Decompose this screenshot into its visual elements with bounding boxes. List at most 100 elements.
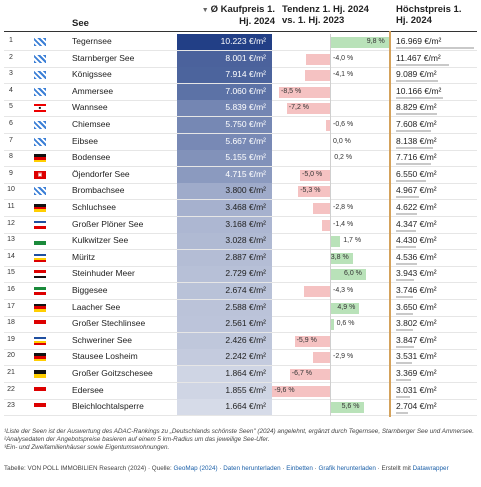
kaufpreis-value: 10.223 €/m²: [220, 36, 266, 46]
kaufpreis-value: 2.561 €/m²: [225, 318, 266, 329]
table-row: 12 Großer Plöner See 3.168 €/m² -1,4 % 4.347…: [0, 216, 481, 234]
tendenz-label: 0,2 %: [334, 154, 353, 162]
source-link[interactable]: GeoMap (2024): [173, 465, 218, 472]
brandenburg-flag-icon: [34, 403, 46, 412]
hoechstpreis-value: 4.622 €/m²: [396, 202, 437, 212]
hoechstpreis-value: 4.347 €/m²: [396, 218, 437, 229]
hoechstpreis-value: 7.716 €/m²: [396, 152, 437, 163]
row-separator: [4, 166, 477, 168]
tendenz-bar: [279, 86, 330, 98]
header-rule: [4, 31, 477, 32]
rank-cell: 13: [7, 236, 15, 244]
table-row: 18 Großer Stechlinsee 2.561 €/m² 0,6 % 3.802…: [0, 316, 481, 334]
embed-link[interactable]: Einbetten: [286, 465, 313, 472]
kaufpreis-value: 5.839 €/m²: [225, 102, 266, 113]
hoechstpreis-bar: [396, 213, 418, 215]
hoechstpreis-value: 7.608 €/m²: [396, 119, 437, 129]
kaufpreis-value: 1.664 €/m²: [225, 401, 266, 412]
row-separator: [4, 265, 477, 267]
table-row: 14 Müritz 2.887 €/m² 3,8 % 4.536 €/m²: [0, 249, 481, 267]
tendenz-bar: [304, 286, 330, 297]
hoechstpreis-value: 4.430 €/m²: [396, 235, 437, 246]
see-name-cell: Wannsee: [72, 102, 108, 113]
kaufpreis-value: 7.914 €/m²: [225, 69, 266, 80]
kaufpreis-value: 3.468 €/m²: [225, 202, 266, 212]
row-separator: [4, 116, 477, 118]
kaufpreis-value: 3.800 €/m²: [225, 185, 266, 196]
header-hoechstpreis: Höchstpreis 1. Hj. 2024: [396, 4, 462, 26]
rank-cell: 23: [7, 402, 15, 410]
see-name-cell: Starnberger See: [72, 52, 135, 63]
tendenz-label: 6,0 %: [344, 270, 362, 278]
row-separator: [4, 415, 477, 417]
table-row: 15 Steinhuder Meer 2.729 €/m² 6,0 % 3.943 €/…: [0, 266, 481, 284]
hoechstpreis-bar: [396, 196, 419, 199]
tendenz-bar: [300, 169, 330, 181]
kaufpreis-value: 3.028 €/m²: [225, 235, 266, 246]
header-kaufpreis[interactable]: ▼ Ø Kaufpreis 1. Hj. 2024: [190, 4, 275, 27]
footnote-2: ²Analysedaten der Angebotspreise basiere…: [4, 436, 270, 443]
tendenz-bar: [330, 302, 360, 314]
hoechstpreis-bar: [396, 113, 437, 116]
hoechstpreis-value: 16.969 €/m²: [396, 36, 442, 46]
rank-cell: 18: [7, 319, 15, 327]
hoechstpreis-bar: [396, 63, 449, 66]
rank-cell: 16: [7, 286, 15, 293]
footer: Tabelle: VON POLL IMMOBILIEN Research (2…: [4, 465, 479, 472]
kaufpreis-value: 5.667 €/m²: [225, 135, 266, 146]
bavaria-flag-icon: [34, 87, 46, 96]
download-data-link[interactable]: Daten herunterladen: [223, 465, 281, 472]
see-name-cell: Chiemsee: [72, 119, 111, 129]
column-divider: [389, 31, 391, 417]
kaufpreis-cell: 4.715 €/m²: [177, 166, 272, 183]
see-name-cell: Kulkwitzer See: [72, 235, 129, 246]
see-name-cell: Müritz: [72, 251, 96, 262]
hoechstpreis-value: 6.550 €/m²: [396, 168, 437, 179]
rank-cell: 5: [9, 103, 13, 111]
tendenz-label: -2,8 %: [333, 204, 354, 211]
rank-cell: 8: [9, 153, 13, 161]
kaufpreis-cell: 8.001 €/m²: [177, 50, 272, 67]
kaufpreis-value: 2.242 €/m²: [225, 351, 266, 362]
table-row: 7 Eibsee 5.667 €/m² 0,0 % 8.138 €/m²: [0, 133, 481, 151]
header-tendenz: Tendenz 1. Hj. 2024 vs. 1. Hj. 2023: [282, 4, 369, 26]
germany-flag-icon: [34, 204, 46, 212]
hoechstpreis-bar: [396, 246, 417, 249]
footnote-1: ¹Liste der Seen ist der Auswertung des A…: [4, 428, 474, 435]
tendenz-bar: [312, 352, 330, 364]
rank-cell: 22: [7, 385, 15, 393]
brandenburg-flag-icon: [34, 386, 46, 395]
mecklenburg-flag-icon: [34, 336, 46, 345]
download-graphic-link[interactable]: Grafik herunterladen: [318, 465, 376, 472]
table-row: 11 Schluchsee 3.468 €/m² -2,8 % 4.622 €/m²: [0, 200, 481, 217]
table-row: 8 Bodensee 5.155 €/m² 0,2 % 7.716 €/m²: [0, 150, 481, 168]
kaufpreis-cell: 2.887 €/m²: [177, 249, 272, 266]
kaufpreis-cell: 7.914 €/m²: [177, 67, 272, 84]
tendenz-bar: [330, 269, 366, 281]
see-name-cell: Öjendorfer See: [72, 168, 130, 179]
hoechstpreis-value: 11.467 €/m²: [396, 52, 441, 63]
hoechstpreis-bar: [396, 130, 431, 132]
see-name-cell: Großer Goitzschesee: [72, 368, 153, 378]
hoechstpreis-bar: [396, 312, 413, 315]
bavaria-flag-icon: [34, 71, 46, 80]
tendenz-bar: [272, 385, 330, 397]
kaufpreis-value: 2.426 €/m²: [225, 334, 266, 345]
table-row: 2 Starnberger See 8.001 €/m² -4,0 % 11.467 €…: [0, 50, 481, 68]
hoechstpreis-bar: [396, 362, 413, 365]
see-name-cell: Bleichlochtalsperre: [72, 401, 144, 412]
hoechstpreis-value: 3.943 €/m²: [396, 268, 437, 279]
kaufpreis-cell: 1.864 €/m²: [177, 366, 272, 382]
footer-source-text: Tabelle: VON POLL IMMOBILIEN Research (2…: [4, 465, 174, 472]
saxony-flag-icon: [34, 237, 46, 246]
rank-cell: 10: [7, 186, 15, 194]
tendenz-label: -4,3 %: [333, 287, 354, 294]
row-separator: [4, 149, 477, 151]
datawrapper-link[interactable]: Datawrapper: [412, 465, 449, 472]
anhalt-flag-icon: [34, 353, 46, 362]
hoechstpreis-bar: [396, 229, 416, 232]
tendenz-label: 9,8 %: [366, 38, 385, 45]
kaufpreis-cell: 2.242 €/m²: [177, 349, 272, 366]
hoechstpreis-bar: [396, 412, 409, 415]
